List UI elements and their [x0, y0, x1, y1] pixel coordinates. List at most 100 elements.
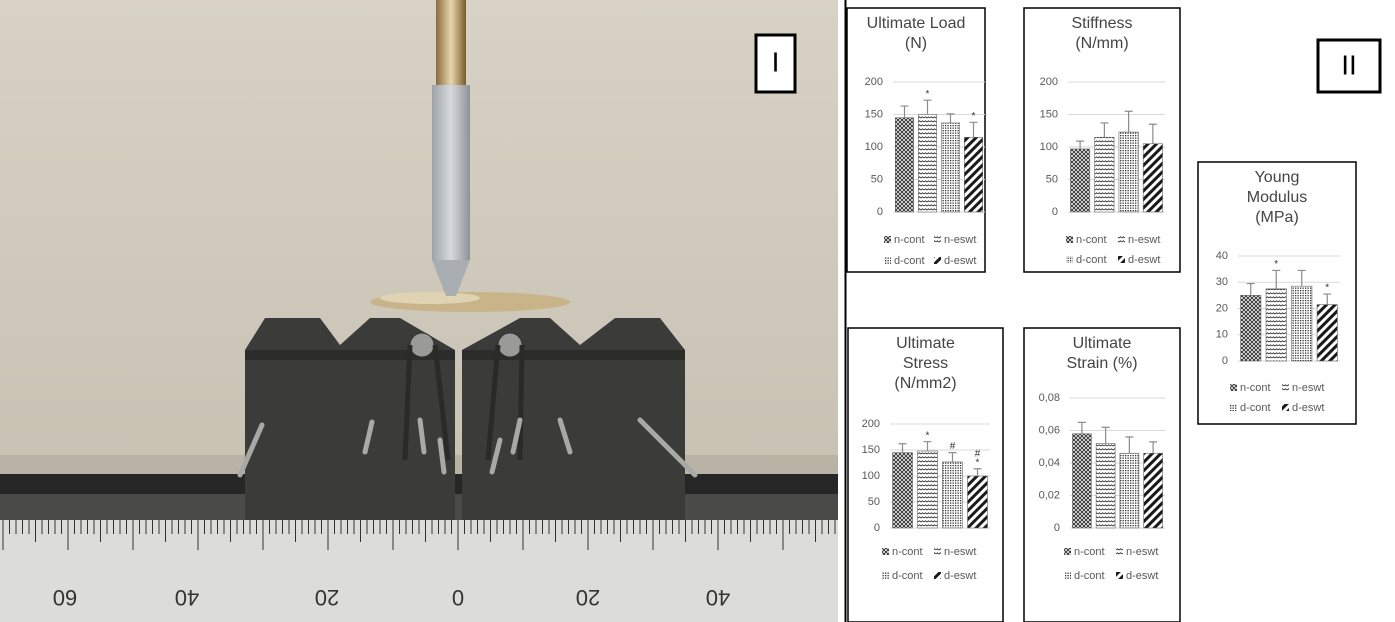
- bar: [1240, 295, 1262, 362]
- y-tick-label: 0,04: [1039, 457, 1060, 469]
- legend-swatch: [1282, 404, 1289, 411]
- error-bar: [900, 105, 909, 118]
- legend-swatch: [884, 257, 891, 264]
- legend-swatch: [934, 572, 941, 579]
- legend-swatch: [882, 548, 889, 555]
- legend-swatch: [1064, 572, 1071, 579]
- ruler-label: 60: [53, 585, 77, 610]
- panel-label-box: [1316, 38, 1382, 94]
- y-tick-label: 0: [1222, 355, 1228, 367]
- bar: [1070, 148, 1091, 213]
- error-bar: [948, 452, 957, 462]
- legend-label: d-eswt: [944, 570, 976, 582]
- chart-frame: [846, 7, 986, 273]
- chart-title: Stiffness (N/mm): [1071, 15, 1133, 52]
- error-bar: [1272, 269, 1281, 289]
- panel-label-box: [754, 33, 797, 94]
- y-tick-label: 150: [865, 108, 883, 120]
- legend-swatch: [1282, 384, 1289, 391]
- legend-label: d-cont: [892, 570, 923, 582]
- legend-swatch: [1116, 572, 1123, 579]
- error-bar: [1100, 122, 1109, 138]
- legend-swatch: [1118, 236, 1125, 243]
- significance-mark: *: [1325, 283, 1329, 294]
- error-bar: [923, 99, 932, 115]
- legend-swatch: [1064, 548, 1071, 555]
- legend-label: n-cont: [1074, 546, 1105, 558]
- error-bar: [973, 468, 982, 476]
- y-tick-label: 0,08: [1039, 392, 1060, 404]
- photo: [0, 0, 838, 622]
- significance-mark: #: [975, 448, 981, 459]
- chart-title: Ultimate Load (N): [866, 15, 966, 52]
- significance-mark: *: [926, 430, 930, 441]
- ruler-label: 40: [706, 585, 730, 610]
- ruler-label: 40: [175, 585, 199, 610]
- y-tick-label: 0: [1052, 206, 1058, 218]
- legend-label: n-eswt: [944, 546, 976, 558]
- legend-swatch: [1116, 548, 1123, 555]
- legend-swatch: [1066, 236, 1073, 243]
- legend-swatch: [1066, 256, 1073, 263]
- error-bar: [1101, 426, 1110, 444]
- y-tick-label: 100: [862, 470, 880, 482]
- legend-label: n-cont: [894, 234, 925, 246]
- ruler-label: 20: [576, 585, 600, 610]
- legend-label: d-cont: [1076, 254, 1107, 266]
- bar: [1316, 304, 1338, 362]
- legend-label: d-eswt: [1128, 254, 1160, 266]
- y-tick-label: 0: [1054, 522, 1060, 534]
- bar: [1094, 136, 1115, 213]
- error-bar: [1323, 293, 1332, 305]
- significance-mark: *: [972, 111, 976, 122]
- y-tick-label: 200: [865, 76, 883, 88]
- y-tick-label: 150: [1040, 108, 1058, 120]
- bar: [917, 450, 938, 529]
- bar: [942, 461, 963, 529]
- error-bar: [1148, 123, 1157, 144]
- error-bar: [1246, 282, 1255, 296]
- legend-swatch: [1118, 256, 1125, 263]
- bar: [1143, 452, 1163, 529]
- legend-swatch: [934, 257, 941, 264]
- error-bar: [969, 121, 978, 138]
- bar: [892, 452, 913, 529]
- bar: [963, 136, 983, 213]
- bar: [1118, 131, 1139, 213]
- significance-mark: #: [950, 441, 956, 452]
- chart-frame: [1197, 161, 1357, 425]
- y-tick-label: 50: [868, 496, 880, 508]
- legend-label: n-cont: [1240, 382, 1271, 394]
- legend-label: d-cont: [894, 255, 925, 267]
- bar: [1265, 288, 1287, 362]
- legend-label: n-eswt: [1292, 382, 1324, 394]
- chart-frame: [847, 327, 1004, 622]
- y-tick-label: 50: [871, 173, 883, 185]
- error-bar: [1149, 441, 1158, 454]
- error-bar: [1297, 269, 1306, 287]
- legend-label: d-eswt: [1126, 570, 1158, 582]
- y-tick-label: 100: [865, 141, 883, 153]
- legend-label: n-cont: [892, 546, 923, 558]
- legend-label: d-eswt: [944, 255, 976, 267]
- y-tick-label: 0: [877, 206, 883, 218]
- bar: [894, 117, 914, 213]
- legend-swatch: [1230, 384, 1237, 391]
- chart-title: Young Modulus (MPa): [1246, 169, 1308, 226]
- y-tick-label: 0: [874, 522, 880, 534]
- legend-swatch: [934, 236, 941, 243]
- y-tick-label: 150: [862, 444, 880, 456]
- bar: [917, 114, 937, 213]
- legend-label: n-eswt: [1128, 234, 1160, 246]
- error-bar: [923, 441, 932, 452]
- legend-swatch: [934, 548, 941, 555]
- chart-title: Ultimate Strain (%): [1066, 335, 1138, 372]
- y-tick-label: 100: [1040, 141, 1058, 153]
- y-tick-label: 50: [1046, 173, 1058, 185]
- legend-swatch: [882, 572, 889, 579]
- significance-mark: *: [976, 457, 980, 468]
- ruler-label: 0: [452, 585, 464, 610]
- error-bar: [1124, 110, 1133, 133]
